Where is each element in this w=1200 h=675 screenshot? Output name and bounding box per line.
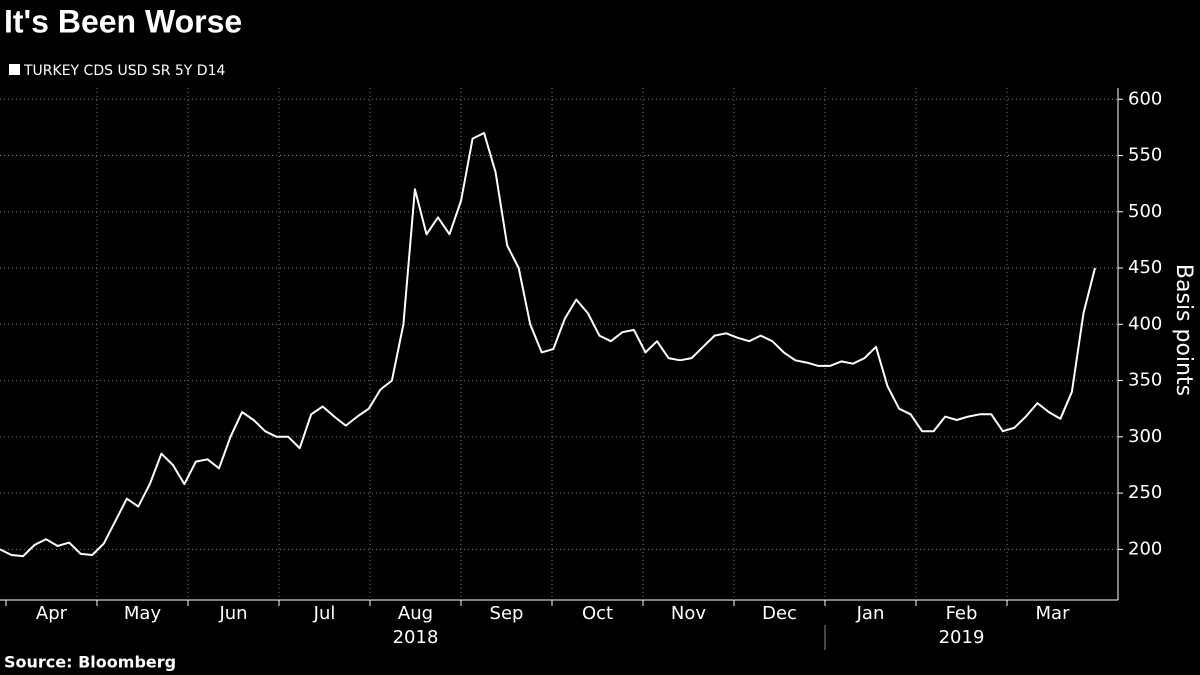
year-label: 2019 bbox=[939, 627, 985, 648]
y-tick-label: 550 bbox=[1128, 145, 1162, 166]
legend-label: TURKEY CDS USD SR 5Y D14 bbox=[23, 63, 225, 79]
y-tick-label: 600 bbox=[1128, 88, 1162, 109]
x-tick-label: Oct bbox=[582, 603, 613, 624]
year-label: 2018 bbox=[393, 627, 439, 648]
x-tick-label: May bbox=[124, 603, 162, 624]
y-tick-label: 200 bbox=[1128, 538, 1162, 559]
x-tick-label: Feb bbox=[946, 603, 978, 624]
y-tick-label: 500 bbox=[1128, 201, 1162, 222]
source: Source: Bloomberg bbox=[4, 653, 176, 672]
x-tick-label: Jan bbox=[856, 603, 885, 624]
y-tick-label: 250 bbox=[1128, 482, 1162, 503]
y-axis-title: Basis points bbox=[1171, 264, 1196, 396]
legend-swatch bbox=[9, 64, 20, 75]
x-tick-label: Mar bbox=[1036, 603, 1071, 624]
x-tick-label: Jun bbox=[218, 603, 247, 624]
chart-title: It's Been Worse bbox=[4, 3, 242, 39]
x-tick-label: Apr bbox=[36, 603, 68, 624]
y-tick-label: 450 bbox=[1128, 257, 1162, 278]
data-line bbox=[0, 132, 1096, 558]
x-tick-label: Nov bbox=[671, 603, 706, 624]
x-tick-label: Sep bbox=[490, 603, 524, 624]
y-tick-label: 400 bbox=[1128, 313, 1162, 334]
y-tick-label: 300 bbox=[1128, 426, 1162, 447]
x-tick-label: Dec bbox=[762, 603, 797, 624]
x-tick-label: Jul bbox=[313, 603, 336, 624]
x-tick-label: Aug bbox=[398, 603, 433, 624]
y-tick-label: 350 bbox=[1128, 370, 1162, 391]
